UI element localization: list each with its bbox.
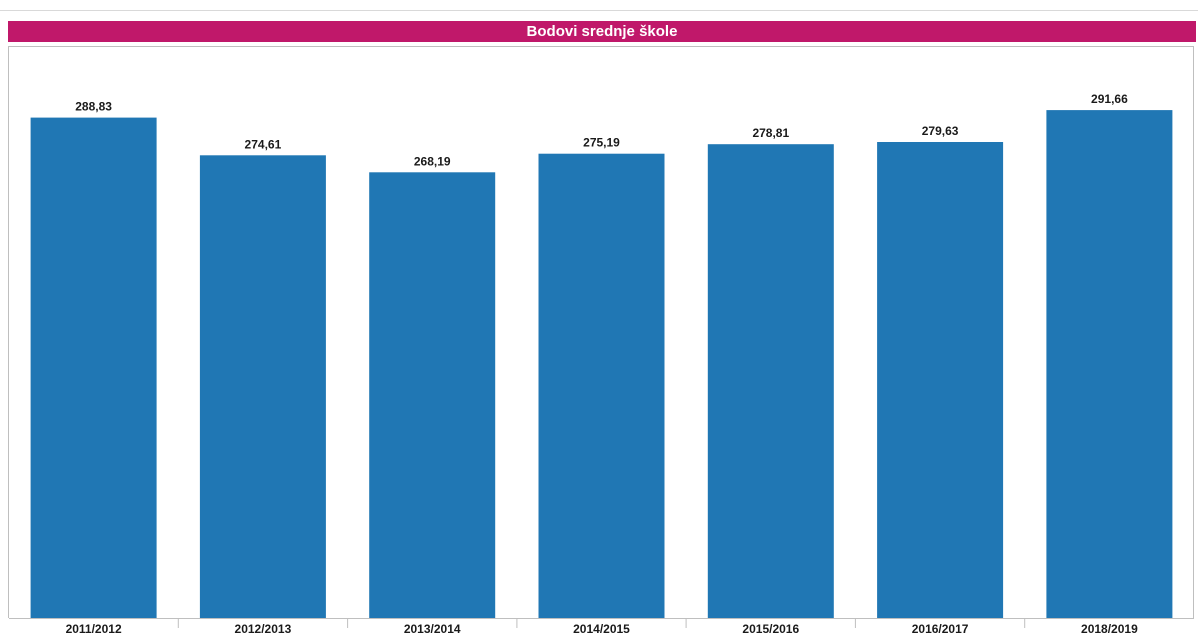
bar-2013-2014	[369, 172, 496, 619]
x-tick-label: 2018/2019	[1081, 622, 1138, 636]
x-tick-label: 2016/2017	[912, 622, 969, 636]
chart-frame	[8, 46, 1194, 618]
bar-value-label: 274,61	[245, 137, 282, 151]
bar-2012-2013	[199, 155, 326, 619]
value-labels-group: 288,83 274,61 268,19 275,19 278,81 279,63 291,…	[75, 92, 1128, 168]
bar-value-label: 268,19	[414, 154, 451, 168]
x-tick-label: 2013/2014	[404, 622, 461, 636]
bar-value-label: 291,66	[1091, 92, 1128, 106]
bar-2016-2017	[877, 142, 1004, 618]
x-tick-label: 2012/2013	[235, 622, 292, 636]
bar-value-label: 275,19	[583, 136, 620, 150]
bars-group	[30, 110, 1173, 619]
tick-labels-group: 2011/2012 2012/2013 2013/2014 2014/2015 2015…	[66, 622, 1139, 636]
bar-value-label: 288,83	[75, 100, 112, 114]
x-ticks-group	[177, 618, 1026, 628]
bar-value-label: 279,63	[922, 124, 959, 138]
chart-title: Bodovi srednje škole	[8, 21, 1196, 42]
x-tick-label: 2011/2012	[66, 622, 122, 636]
bar-2014-2015	[538, 153, 665, 618]
bar-2018-2019	[1046, 110, 1173, 618]
x-tick-label: 2014/2015	[573, 622, 630, 636]
bar-2011-2012	[30, 117, 157, 618]
bar-value-label: 278,81	[752, 126, 789, 140]
x-tick-label: 2015/2016	[742, 622, 799, 636]
top-divider	[0, 10, 1198, 11]
bar-2015-2016	[707, 144, 834, 618]
